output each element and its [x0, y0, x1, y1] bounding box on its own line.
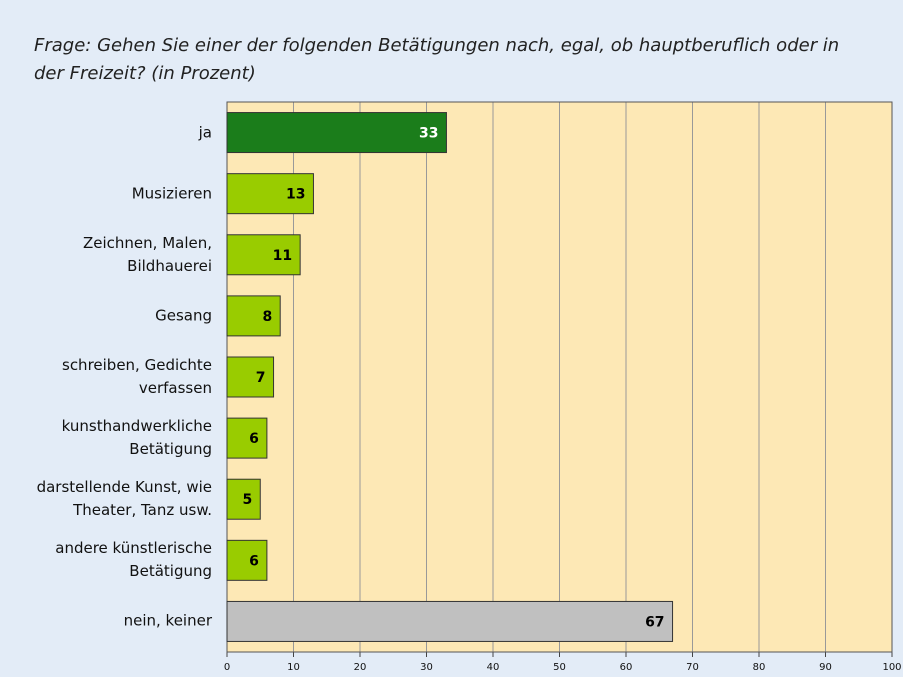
x-tick-label: 0	[224, 662, 230, 673]
y-tick-label: schreiben, Gedichte verfassen	[62, 356, 212, 397]
y-tick-label: darstellende Kunst, wie Theater, Tanz us…	[36, 478, 212, 520]
value-label: 6	[249, 431, 259, 447]
bar	[226, 112, 447, 154]
chart-title: Frage: Gehen Sie einer der folgenden Bet…	[34, 35, 840, 84]
value-label: 8	[262, 309, 272, 325]
x-tick-label: 80	[753, 662, 766, 673]
x-tick-label: 90	[819, 662, 832, 673]
y-tick-label: Gesang	[155, 306, 212, 325]
x-tick-label: 60	[620, 662, 633, 673]
x-tick-label: 10	[287, 662, 300, 673]
x-tick-label: 30	[420, 662, 433, 673]
y-tick-label: ja	[198, 123, 212, 142]
x-tick-label: 50	[553, 662, 566, 673]
y-tick-label: nein, keiner	[123, 611, 212, 630]
x-tick-label: 40	[487, 662, 500, 673]
bar	[226, 173, 314, 215]
bar	[226, 478, 261, 520]
value-label: 7	[256, 370, 266, 386]
y-tick-label: kunsthandwerkliche Betätigung	[61, 417, 212, 459]
value-label: 67	[645, 614, 664, 630]
y-tick-label: andere künstlerische Betätigung	[55, 539, 212, 581]
x-tick-label: 70	[686, 662, 699, 673]
y-tick-label: Musizieren	[131, 184, 212, 203]
x-tick-label: 20	[354, 662, 367, 673]
value-label: 6	[249, 553, 259, 569]
x-tick-label: 100	[882, 662, 901, 673]
value-label: 5	[243, 492, 253, 508]
y-tick-label: Zeichnen, Malen, Bildhauerei	[82, 233, 212, 275]
bar	[226, 539, 268, 581]
bar	[226, 417, 268, 459]
bar	[226, 356, 275, 398]
value-label: 13	[286, 187, 305, 203]
value-label: 33	[419, 126, 438, 142]
value-label: 11	[273, 248, 292, 264]
bar	[226, 295, 281, 337]
bar	[226, 600, 674, 642]
bar	[226, 234, 301, 276]
